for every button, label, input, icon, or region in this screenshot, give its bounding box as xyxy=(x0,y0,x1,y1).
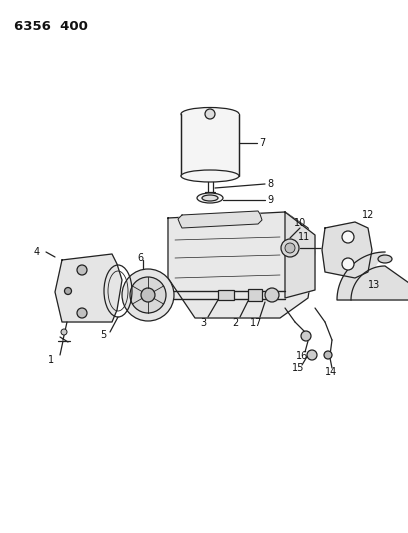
Bar xyxy=(248,289,262,301)
Circle shape xyxy=(130,277,166,313)
Text: 1: 1 xyxy=(48,355,54,365)
Polygon shape xyxy=(285,212,315,298)
Circle shape xyxy=(265,288,279,302)
Ellipse shape xyxy=(197,193,223,203)
Circle shape xyxy=(342,258,354,270)
Text: 7: 7 xyxy=(259,138,265,148)
Ellipse shape xyxy=(202,195,218,201)
Text: 5: 5 xyxy=(100,330,106,340)
Text: 16: 16 xyxy=(296,351,308,361)
Circle shape xyxy=(77,308,87,318)
Text: 2: 2 xyxy=(232,318,238,328)
Circle shape xyxy=(77,265,87,275)
Bar xyxy=(218,290,234,300)
Polygon shape xyxy=(168,212,315,318)
Circle shape xyxy=(301,331,311,341)
Circle shape xyxy=(307,350,317,360)
Circle shape xyxy=(342,231,354,243)
Circle shape xyxy=(122,269,174,321)
Ellipse shape xyxy=(378,255,392,263)
Polygon shape xyxy=(322,222,372,278)
Text: 6356  400: 6356 400 xyxy=(14,20,88,33)
Polygon shape xyxy=(178,211,262,228)
Ellipse shape xyxy=(181,108,239,120)
Text: 12: 12 xyxy=(362,210,375,220)
Ellipse shape xyxy=(181,170,239,182)
Text: 6: 6 xyxy=(137,253,143,263)
Circle shape xyxy=(324,351,332,359)
Text: 4: 4 xyxy=(34,247,40,257)
Circle shape xyxy=(141,288,155,302)
Text: 14: 14 xyxy=(325,367,337,377)
Bar xyxy=(128,291,285,299)
Polygon shape xyxy=(337,252,408,300)
Circle shape xyxy=(205,109,215,119)
Text: 8: 8 xyxy=(267,179,273,189)
Text: 17: 17 xyxy=(250,318,262,328)
Text: 3: 3 xyxy=(200,318,206,328)
Circle shape xyxy=(285,243,295,253)
Circle shape xyxy=(61,329,67,335)
Bar xyxy=(181,114,239,176)
Circle shape xyxy=(64,287,71,295)
Polygon shape xyxy=(55,254,122,322)
Text: 15: 15 xyxy=(292,363,304,373)
Text: 10: 10 xyxy=(294,218,306,228)
Text: 9: 9 xyxy=(267,195,273,205)
Circle shape xyxy=(281,239,299,257)
Text: 11: 11 xyxy=(298,232,310,242)
Text: 13: 13 xyxy=(368,280,380,290)
